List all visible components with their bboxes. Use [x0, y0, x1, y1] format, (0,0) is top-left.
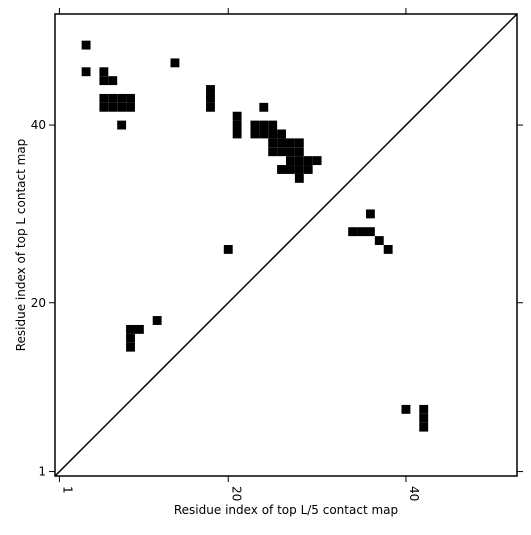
contact-cell — [286, 138, 295, 148]
contact-cell — [99, 102, 109, 112]
contact-cell — [277, 147, 286, 157]
contact-cell — [419, 413, 429, 423]
contact-cell — [294, 165, 304, 174]
y-tick-label: 40 — [31, 118, 46, 132]
contact-cell — [259, 129, 269, 139]
contact-cell — [134, 324, 144, 334]
contact-cell — [357, 227, 366, 237]
contact-cell — [277, 129, 286, 139]
plot-frame — [54, 13, 518, 477]
contact-cell — [126, 324, 135, 334]
contact-cell — [206, 102, 215, 112]
contact-cell — [365, 209, 375, 219]
contact-cell — [170, 58, 180, 68]
contact-cell — [250, 120, 260, 130]
contact-cell — [294, 156, 304, 166]
diagonal-line — [54, 13, 518, 477]
contact-cell — [277, 165, 286, 174]
contact-cell — [81, 67, 91, 77]
contact-cell — [99, 67, 109, 77]
contact-cell — [259, 102, 269, 112]
contact-cell — [99, 93, 109, 103]
x-tick-label: 1 — [60, 486, 74, 494]
x-tick-label: 20 — [229, 486, 243, 501]
contact-cell — [223, 245, 233, 254]
contact-cell — [401, 404, 411, 414]
contact-cell — [81, 40, 91, 50]
contact-cell — [232, 129, 242, 139]
contact-cell — [126, 333, 135, 343]
contact-cell — [374, 236, 384, 245]
contact-cell — [232, 111, 242, 121]
contact-cell — [126, 342, 135, 352]
contact-cell — [268, 147, 278, 157]
contact-cell — [108, 93, 118, 103]
contact-cell — [99, 76, 109, 86]
contact-cell — [303, 165, 313, 174]
contact-cell — [268, 120, 278, 130]
contact-cell — [303, 156, 313, 166]
contact-cell — [383, 245, 393, 254]
contact-cell — [286, 165, 295, 174]
contact-cell — [206, 85, 215, 94]
contact-cell — [286, 156, 295, 166]
contact-cell — [250, 129, 260, 139]
contact-cell — [419, 422, 429, 432]
contact-cell — [126, 102, 135, 112]
y-tick-label: 1 — [38, 465, 46, 479]
contact-cell — [152, 316, 162, 325]
contact-cell — [108, 102, 118, 112]
contact-cell — [259, 120, 269, 130]
contact-cell — [117, 102, 127, 112]
contact-cell — [294, 147, 304, 157]
contact-cell — [294, 173, 304, 183]
y-axis-label: Residue index of top L contact map — [14, 139, 28, 352]
y-tick-label: 20 — [31, 296, 46, 310]
contact-cell — [206, 93, 215, 103]
contact-cell — [286, 147, 295, 157]
contact-cell — [294, 138, 304, 148]
contact-cell — [126, 93, 135, 103]
contact-cell — [268, 129, 278, 139]
contact-cell — [365, 227, 375, 237]
contact-cell — [117, 93, 127, 103]
contact-cell — [277, 138, 286, 148]
contact-cell — [108, 76, 118, 86]
contact-cell — [117, 120, 127, 130]
contact-cell — [419, 404, 429, 414]
contact-cell — [312, 156, 322, 166]
x-tick-label: 40 — [407, 486, 421, 501]
contact-cell — [348, 227, 358, 237]
x-axis-label: Residue index of top L/5 contact map — [174, 503, 398, 517]
contact-cell — [268, 138, 278, 148]
contact-cell — [232, 120, 242, 130]
